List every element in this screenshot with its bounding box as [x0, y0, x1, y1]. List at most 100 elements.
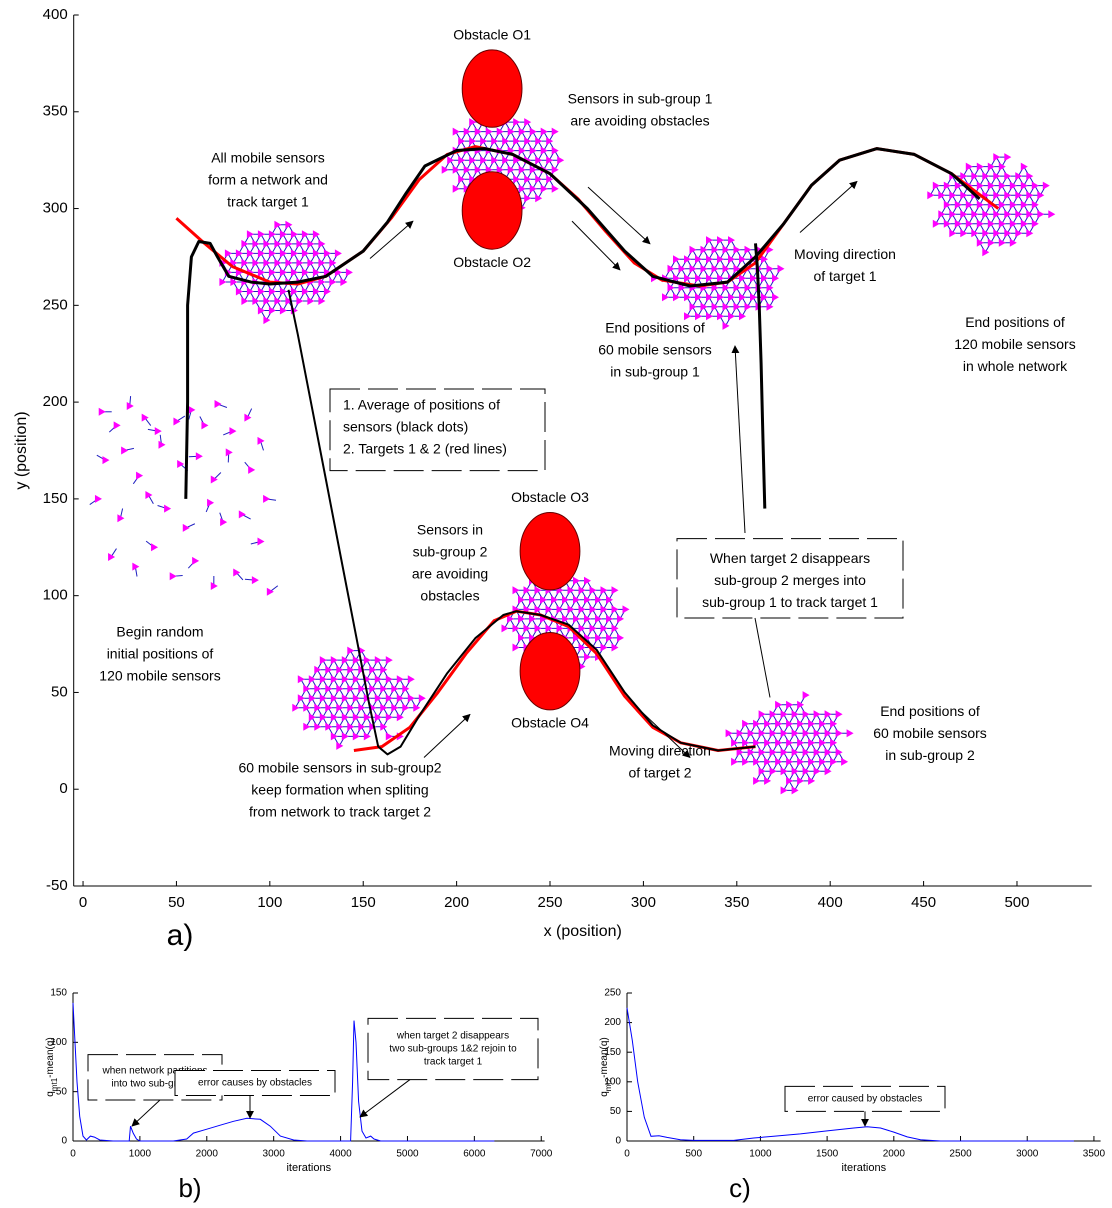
y-axis-label-part: q: [599, 1091, 610, 1097]
y-tick-label: 300: [43, 200, 68, 217]
annotation-text: in sub-group 1: [610, 364, 700, 380]
sensor: [164, 504, 172, 513]
annotation-text: form a network and: [208, 171, 328, 187]
arrow: [571, 220, 621, 271]
x-tick-label: 2500: [949, 1149, 972, 1160]
x-tick-label: 3000: [263, 1149, 286, 1160]
initial-sensor: [126, 395, 134, 410]
x-tick-label: 6000: [463, 1149, 486, 1160]
y-tick-label: 50: [610, 1106, 622, 1117]
sensor: [158, 440, 166, 449]
x-tick-label: 200: [444, 894, 469, 911]
sensor: [201, 421, 209, 430]
x-tick-label: 350: [724, 894, 749, 911]
initial-sensor: [244, 576, 259, 585]
arrow: [131, 1099, 161, 1127]
annotation-text: 2. Targets 1 & 2 (red lines): [343, 441, 507, 457]
x-tick-label: 300: [631, 894, 656, 911]
y-tick-label: 0: [59, 780, 67, 797]
initial-sensor: [210, 575, 218, 590]
arrow: [423, 713, 471, 758]
initial-sensor: [188, 452, 203, 461]
annotation-text: error causes by obstacles: [198, 1078, 312, 1089]
annotation-text: Sensors in sub-group 1: [568, 90, 713, 106]
annotation-text: are avoiding obstacles: [570, 112, 709, 128]
annotation-text: End positions of: [965, 314, 1065, 330]
x-axis-label: iterations: [841, 1162, 886, 1174]
y-tick-label: 0: [615, 1136, 621, 1147]
initial-sensor: [188, 405, 196, 420]
x-tick-label: 4000: [329, 1149, 352, 1160]
annotation-text: Sensors in: [417, 521, 483, 537]
panel-label: b): [178, 1173, 201, 1203]
obstacle: [461, 171, 523, 250]
x-tick-label: 500: [685, 1149, 702, 1160]
obstacle-label: Obstacle O1: [453, 27, 531, 43]
x-tick-label: 0: [79, 894, 87, 911]
sensor: [126, 401, 134, 410]
arrow: [731, 345, 746, 534]
initial-sensor: [263, 494, 277, 503]
x-tick-label: 3500: [1083, 1149, 1106, 1160]
initial-sensor: [98, 407, 112, 416]
initial-sensor: [233, 568, 244, 581]
sensors: [725, 691, 854, 795]
annotation-text: when network partitions: [101, 1065, 207, 1076]
x-tick-label: 0: [624, 1149, 630, 1160]
y-tick-label: 0: [61, 1136, 67, 1147]
arrow: [641, 711, 691, 759]
annotation-text: in sub-group 2: [885, 747, 975, 763]
annotation-text: are avoiding: [412, 565, 488, 581]
sensor-links: [294, 650, 423, 747]
annotation-box: [784, 1085, 946, 1112]
panel-label: c): [729, 1173, 751, 1203]
initial-sensor: [169, 572, 183, 581]
initial-sensor: [214, 400, 228, 409]
initial-sensor: [145, 540, 159, 552]
initial-sensor: [244, 461, 256, 474]
sensor: [207, 498, 215, 507]
annotation-text: sensors (black dots): [343, 419, 468, 435]
sensor: [98, 407, 106, 416]
y-tick-label: 250: [604, 988, 621, 999]
x-tick-label: 3000: [1016, 1149, 1039, 1160]
x-tick-label: 1000: [749, 1149, 772, 1160]
arrow: [359, 1079, 411, 1118]
sensor-group: [725, 691, 854, 795]
annotation-text: 1. Average of positions of: [343, 397, 500, 413]
annotation-text: from network to track target 2: [249, 804, 431, 820]
initial-sensor: [121, 446, 135, 455]
sensor-group: [219, 220, 353, 325]
sensor: [248, 465, 256, 474]
sensor: [195, 452, 203, 461]
annotation-text: End positions of: [605, 320, 705, 336]
y-tick-label: 200: [43, 393, 68, 410]
sensor: [220, 518, 228, 527]
x-tick-label: 1000: [129, 1149, 152, 1160]
initial-sensor: [132, 471, 144, 485]
y-tick-label: 150: [43, 490, 68, 507]
sensor: [244, 413, 252, 422]
sensor: [141, 413, 149, 422]
annotation-text: when target 2 disappears: [396, 1031, 509, 1042]
sensor: [102, 456, 110, 465]
y-axis-label: qmt1-mean(q): [45, 1037, 59, 1096]
sensors: [219, 220, 353, 325]
sensor: [145, 491, 153, 500]
sensor-links: [929, 156, 1052, 253]
arrow: [754, 617, 771, 698]
initial-sensor: [219, 512, 228, 527]
y-tick-label: 100: [43, 587, 68, 604]
x-tick-label: 50: [168, 894, 185, 911]
y-axis-label-part: q: [45, 1091, 56, 1097]
annotation-box: [367, 1017, 539, 1081]
sensors: [501, 567, 630, 671]
x-tick-label: 450: [911, 894, 936, 911]
sensor: [192, 556, 200, 565]
sensor: [266, 587, 274, 596]
sensor: [169, 572, 177, 581]
annotation-text: track target 1: [227, 193, 309, 209]
sensor: [210, 475, 218, 484]
y-tick-label: 50: [51, 683, 68, 700]
annotation-text: sub-group 1 to track target 1: [702, 594, 878, 610]
